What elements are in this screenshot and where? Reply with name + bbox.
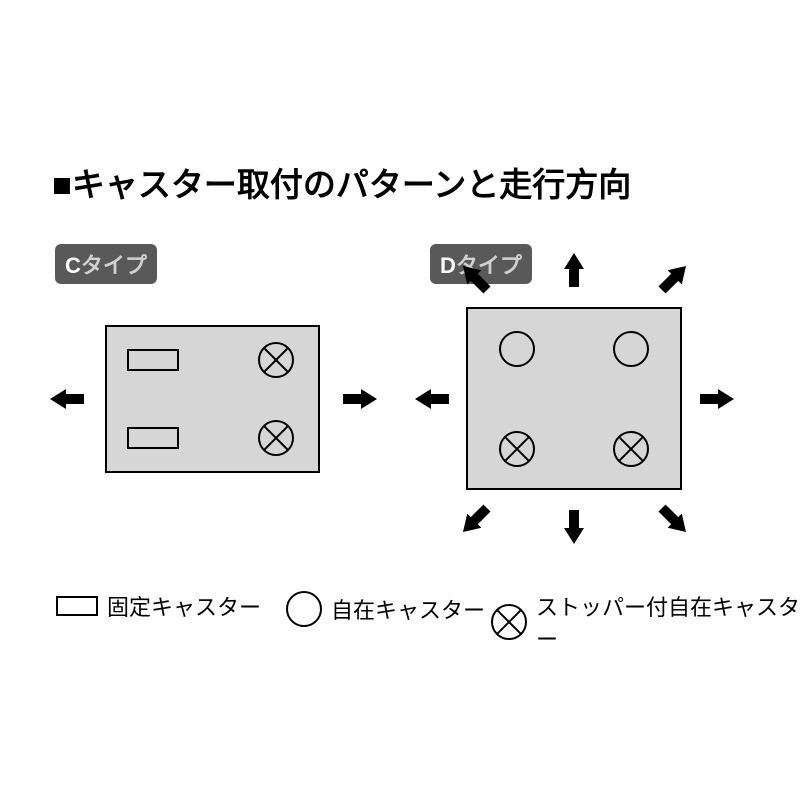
caster-stopper [257,341,295,379]
direction-arrow [50,389,84,409]
caster-stopper [257,419,295,457]
legend-label: 自在キャスター [331,593,485,625]
legend-label: 固定キャスター [107,590,261,622]
stopper-icon [490,603,528,641]
caster-swivel [612,330,650,368]
fixed-icon [55,595,99,617]
legend-item-swivel: 自在キャスター [285,590,485,628]
legend-label: ストッパー付自在キャスター [536,590,800,654]
caster-fixed [126,348,180,372]
caster-stopper [498,430,536,468]
direction-arrow [700,389,734,409]
badge-c-prefix: C [65,253,81,278]
direction-arrow [564,510,584,544]
caster-stopper [612,430,650,468]
caster-fixed [126,426,180,450]
badge-c-suffix: タイプ [81,253,147,278]
swivel-icon [285,590,323,628]
direction-arrow [343,389,377,409]
direction-arrow [655,259,693,297]
direction-arrow [456,501,494,539]
badge-d-prefix: D [440,253,456,278]
legend-item-stopper: ストッパー付自在キャスター [490,590,800,654]
legend-item-fixed: 固定キャスター [55,590,261,622]
direction-arrow [415,389,449,409]
direction-arrow [564,253,584,287]
caster-swivel [498,330,536,368]
diagram-title: ■キャスター取付のパターンと走行方向 [52,158,631,206]
direction-arrow [655,501,693,539]
badge-c-type: Cタイプ [55,244,157,284]
